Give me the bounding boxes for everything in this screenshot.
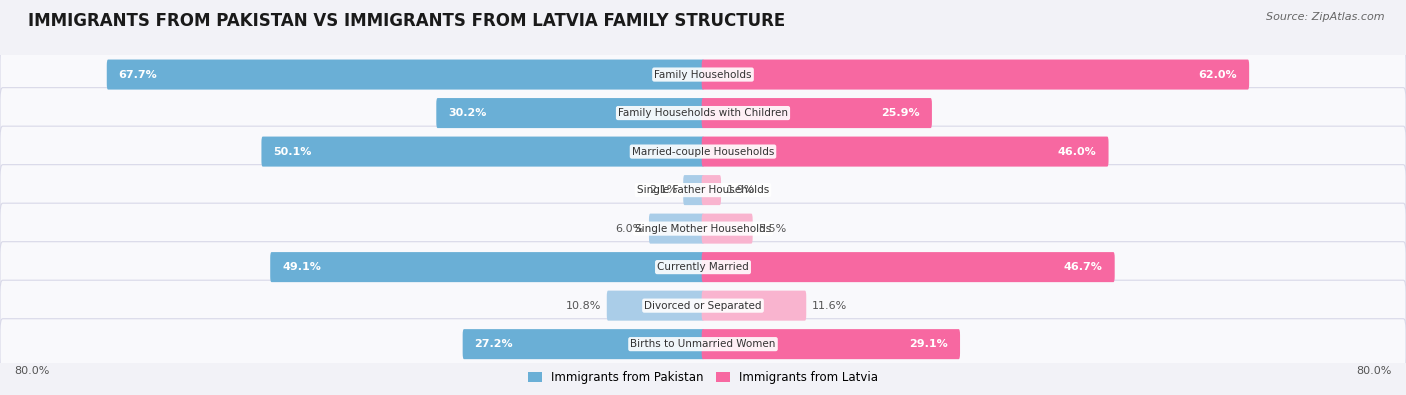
FancyBboxPatch shape: [607, 291, 704, 321]
FancyBboxPatch shape: [436, 98, 704, 128]
Text: 10.8%: 10.8%: [565, 301, 602, 310]
FancyBboxPatch shape: [0, 280, 1406, 331]
FancyBboxPatch shape: [0, 49, 1406, 100]
Text: 46.7%: 46.7%: [1064, 262, 1102, 272]
FancyBboxPatch shape: [702, 137, 1108, 167]
Text: 25.9%: 25.9%: [882, 108, 920, 118]
Text: 1.9%: 1.9%: [727, 185, 755, 195]
Text: Currently Married: Currently Married: [657, 262, 749, 272]
Text: Divorced or Separated: Divorced or Separated: [644, 301, 762, 310]
Text: Births to Unmarried Women: Births to Unmarried Women: [630, 339, 776, 349]
Text: Single Mother Households: Single Mother Households: [636, 224, 770, 233]
Text: IMMIGRANTS FROM PAKISTAN VS IMMIGRANTS FROM LATVIA FAMILY STRUCTURE: IMMIGRANTS FROM PAKISTAN VS IMMIGRANTS F…: [28, 12, 786, 30]
FancyBboxPatch shape: [107, 60, 704, 90]
Text: 2.1%: 2.1%: [650, 185, 678, 195]
Text: 30.2%: 30.2%: [449, 108, 486, 118]
FancyBboxPatch shape: [0, 319, 1406, 370]
FancyBboxPatch shape: [702, 214, 752, 244]
FancyBboxPatch shape: [463, 329, 704, 359]
Text: 67.7%: 67.7%: [118, 70, 157, 79]
FancyBboxPatch shape: [702, 60, 1249, 90]
FancyBboxPatch shape: [702, 98, 932, 128]
Text: Family Households with Children: Family Households with Children: [619, 108, 787, 118]
Text: 80.0%: 80.0%: [14, 366, 49, 376]
FancyBboxPatch shape: [0, 242, 1406, 293]
Text: 49.1%: 49.1%: [283, 262, 321, 272]
FancyBboxPatch shape: [0, 203, 1406, 254]
Text: 80.0%: 80.0%: [1357, 366, 1392, 376]
FancyBboxPatch shape: [0, 88, 1406, 139]
Text: Source: ZipAtlas.com: Source: ZipAtlas.com: [1267, 12, 1385, 22]
Text: 50.1%: 50.1%: [273, 147, 312, 156]
Text: 46.0%: 46.0%: [1057, 147, 1097, 156]
Text: 27.2%: 27.2%: [475, 339, 513, 349]
Legend: Immigrants from Pakistan, Immigrants from Latvia: Immigrants from Pakistan, Immigrants fro…: [523, 367, 883, 389]
FancyBboxPatch shape: [683, 175, 704, 205]
Text: Family Households: Family Households: [654, 70, 752, 79]
Text: 29.1%: 29.1%: [910, 339, 948, 349]
Text: Single Father Households: Single Father Households: [637, 185, 769, 195]
Text: Married-couple Households: Married-couple Households: [631, 147, 775, 156]
FancyBboxPatch shape: [650, 214, 704, 244]
Text: 11.6%: 11.6%: [813, 301, 848, 310]
FancyBboxPatch shape: [702, 175, 721, 205]
FancyBboxPatch shape: [0, 165, 1406, 216]
FancyBboxPatch shape: [0, 126, 1406, 177]
Text: 62.0%: 62.0%: [1199, 70, 1237, 79]
FancyBboxPatch shape: [270, 252, 704, 282]
FancyBboxPatch shape: [702, 291, 806, 321]
FancyBboxPatch shape: [702, 329, 960, 359]
Text: 5.5%: 5.5%: [758, 224, 786, 233]
Text: 6.0%: 6.0%: [614, 224, 644, 233]
FancyBboxPatch shape: [262, 137, 704, 167]
FancyBboxPatch shape: [702, 252, 1115, 282]
